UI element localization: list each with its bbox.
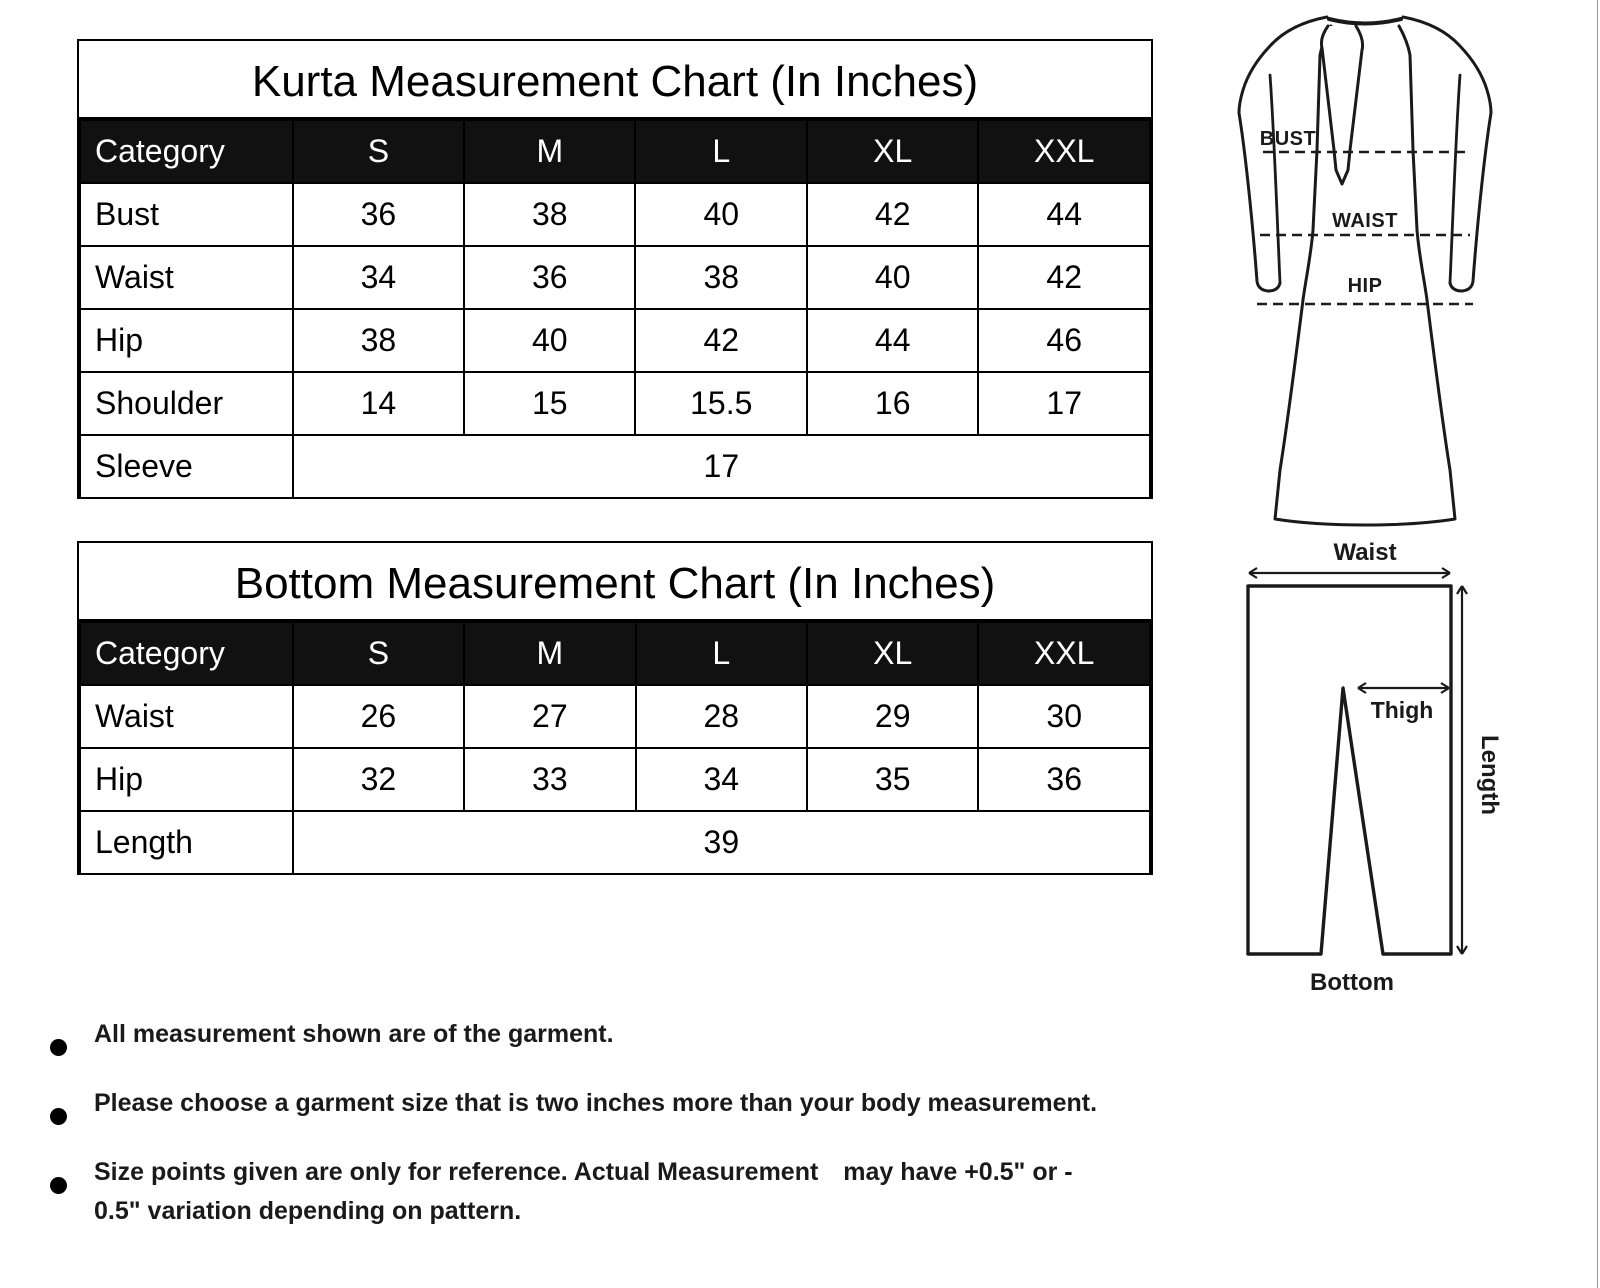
svg-text:WAIST: WAIST: [1332, 210, 1398, 232]
svg-text:Bottom: Bottom: [1310, 969, 1394, 996]
svg-text:Thigh: Thigh: [1371, 697, 1434, 723]
svg-text:BUST: BUST: [1260, 128, 1316, 150]
svg-text:HIP: HIP: [1348, 275, 1383, 297]
svg-text:Waist: Waist: [1333, 540, 1396, 566]
svg-text:Length: Length: [1476, 735, 1500, 815]
